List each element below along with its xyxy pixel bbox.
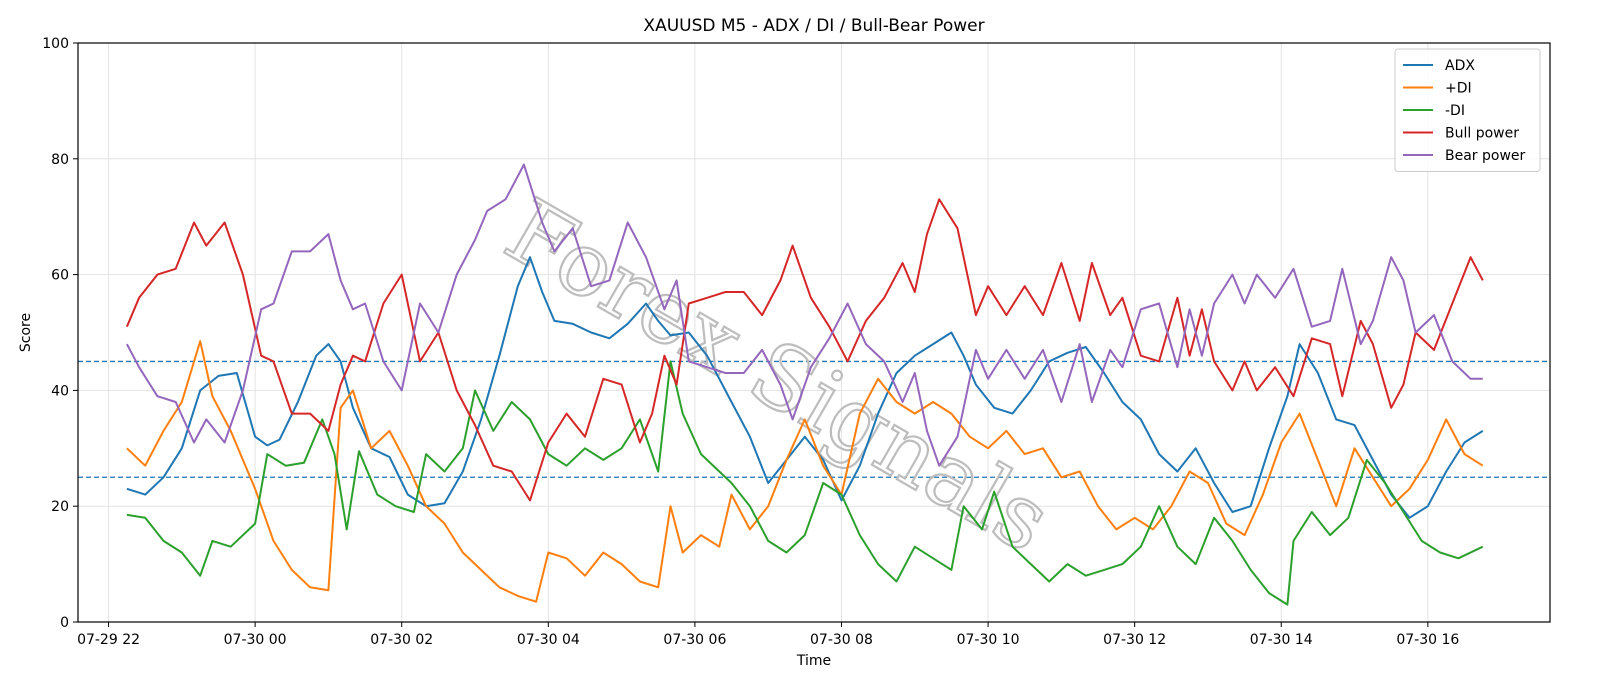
y-tick-label: 60 [51,268,69,284]
series-line-di [126,340,1484,603]
y-axis-ticks: 0 20 40 60 80 100 [42,36,78,631]
legend-label: +DI [1445,81,1472,97]
series-line-bear-power [126,163,1483,467]
series-line-bull-power [125,198,1484,502]
x-tick-label: 07-30 14 [1250,632,1313,648]
x-axis-title: Time [796,653,831,669]
chart-title: XAUUSD M5 - ADX / DI / Bull-Bear Power [643,16,984,36]
legend-label: Bear power [1445,148,1526,164]
x-tick-label: 07-30 06 [663,632,726,648]
x-tick-label: 07-30 10 [957,632,1020,648]
y-tick-label: 100 [42,36,69,52]
legend-label: ADX [1445,58,1475,74]
x-tick-label: 07-29 22 [77,632,140,648]
x-tick-label: 07-30 12 [1103,632,1166,648]
series-line-di [126,360,1484,606]
legend-label: -DI [1445,103,1465,119]
y-tick-label: 40 [51,383,69,399]
x-tick-label: 07-30 08 [810,632,873,648]
y-tick-label: 20 [51,499,69,515]
x-axis-ticks: 07-29 22 07-30 00 07-30 02 07-30 04 07-30 06… [77,622,1459,648]
x-tick-label: 07-30 04 [517,632,580,648]
y-axis-title: Score [18,313,34,352]
x-tick-label: 07-30 00 [224,632,287,648]
series-line-adx [126,256,1484,519]
x-tick-label: 07-30 16 [1396,632,1459,648]
plot-frame [77,42,1551,623]
legend: ADX +DI -DI Bull power Bear power [1394,48,1541,172]
y-tick-label: 0 [60,615,69,631]
y-tick-label: 80 [51,152,69,168]
legend-box [1394,48,1541,172]
legend-label: Bull power [1445,126,1519,142]
x-tick-label: 07-30 02 [370,632,433,648]
series-lines [125,163,1484,606]
